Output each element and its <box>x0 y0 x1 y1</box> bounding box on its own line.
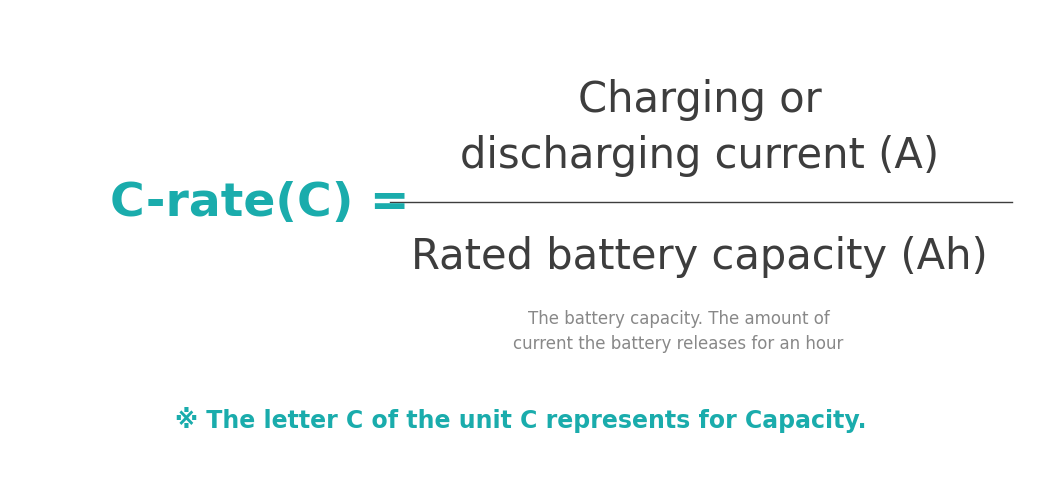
Text: C-rate(C) =: C-rate(C) = <box>110 180 409 225</box>
Text: Charging or: Charging or <box>578 79 822 121</box>
Text: current the battery releases for an hour: current the battery releases for an hour <box>513 334 844 352</box>
Text: Rated battery capacity (Ah): Rated battery capacity (Ah) <box>411 235 988 278</box>
Text: ※ The letter C of the unit C represents for Capacity.: ※ The letter C of the unit C represents … <box>175 406 866 432</box>
Text: The battery capacity. The amount of: The battery capacity. The amount of <box>528 309 829 327</box>
Text: discharging current (A): discharging current (A) <box>460 134 939 176</box>
